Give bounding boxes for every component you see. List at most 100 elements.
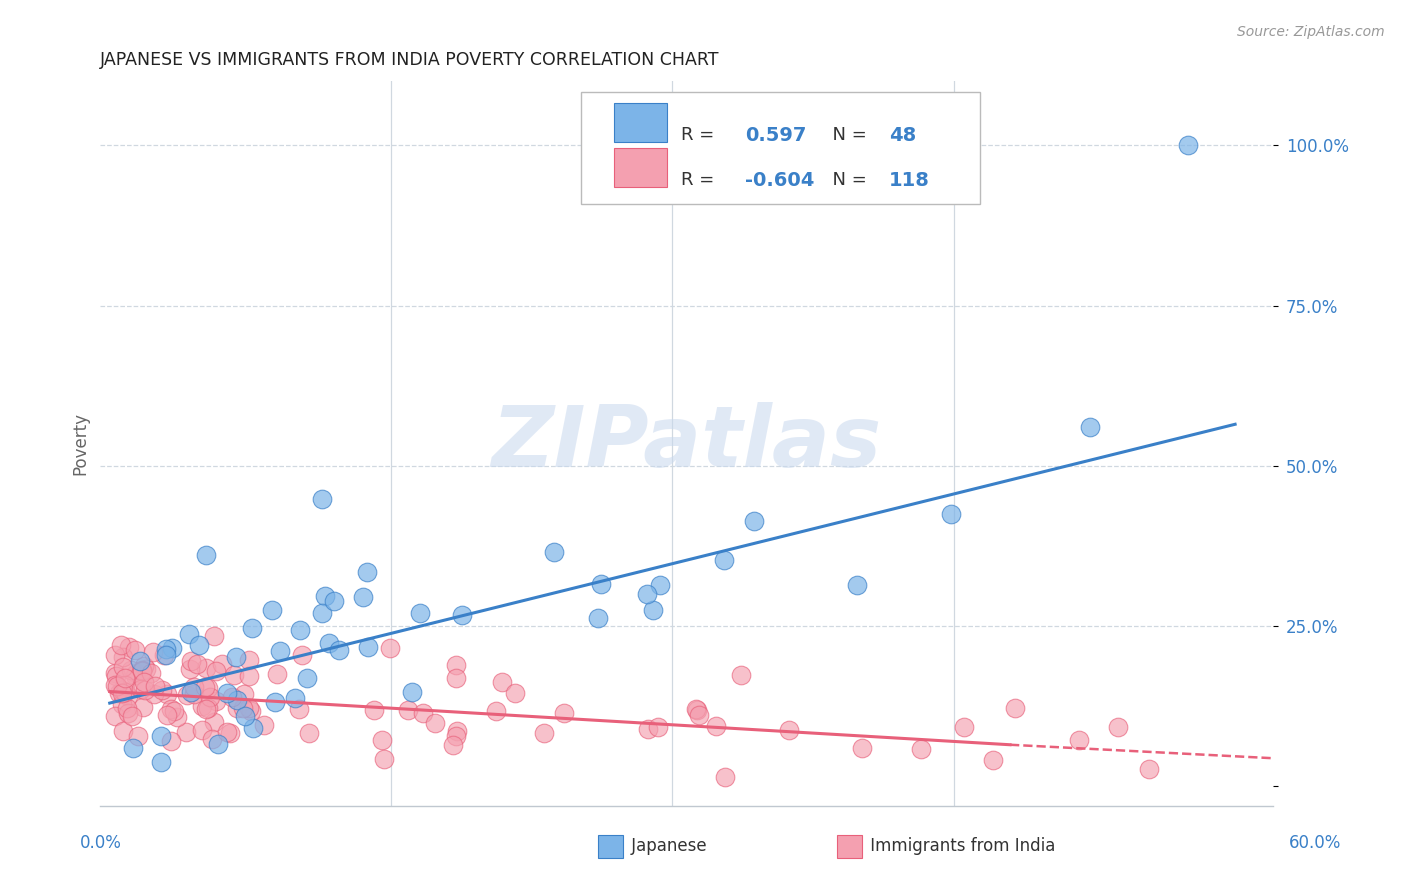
Point — [104, 678, 127, 692]
Point — [202, 715, 225, 730]
Point — [124, 668, 146, 682]
Point — [198, 690, 221, 704]
Point — [159, 702, 181, 716]
Point — [373, 752, 395, 766]
Point — [231, 700, 253, 714]
Point — [409, 606, 432, 620]
Point — [380, 640, 402, 655]
Point — [370, 733, 392, 747]
Point — [183, 688, 205, 702]
Point — [242, 721, 264, 735]
Point — [218, 725, 240, 739]
Point — [125, 666, 148, 681]
Point — [104, 708, 127, 723]
Point — [166, 710, 188, 724]
Point — [284, 690, 307, 705]
Point — [225, 692, 247, 706]
Point — [356, 566, 378, 580]
Point — [104, 648, 127, 662]
Point — [239, 704, 262, 718]
Text: ZIPatlas: ZIPatlas — [491, 402, 882, 485]
Point — [121, 741, 143, 756]
Point — [111, 686, 134, 700]
Point — [104, 665, 127, 680]
Point — [191, 723, 214, 737]
Point — [117, 706, 139, 721]
Point — [647, 720, 669, 734]
Point — [688, 708, 710, 723]
Point — [485, 704, 508, 718]
Text: 60.0%: 60.0% — [1288, 834, 1341, 852]
Point — [115, 701, 138, 715]
Point — [205, 664, 228, 678]
Point — [451, 607, 474, 622]
Point — [714, 770, 737, 784]
Point — [730, 667, 752, 681]
Point — [149, 729, 172, 743]
Point — [114, 685, 136, 699]
Point — [263, 695, 285, 709]
Point — [124, 643, 146, 657]
Point — [114, 671, 136, 685]
Point — [217, 724, 239, 739]
Point — [183, 680, 205, 694]
Text: N =: N = — [821, 171, 873, 189]
Point — [150, 683, 173, 698]
Point — [180, 685, 202, 699]
Point — [127, 729, 149, 743]
Y-axis label: Poverty: Poverty — [72, 412, 89, 475]
Text: -0.604: -0.604 — [745, 170, 814, 190]
Point — [207, 737, 229, 751]
Point — [262, 603, 284, 617]
Point — [685, 701, 707, 715]
Point — [187, 638, 209, 652]
Bar — [614, 147, 666, 187]
Point — [132, 699, 155, 714]
Point — [131, 663, 153, 677]
Point — [194, 680, 217, 694]
Point — [318, 636, 340, 650]
Point — [132, 675, 155, 690]
Point — [553, 706, 575, 720]
Point — [117, 689, 139, 703]
Point — [162, 640, 184, 655]
Point — [314, 589, 336, 603]
Point — [298, 726, 321, 740]
Text: R =: R = — [681, 126, 720, 145]
Point — [112, 649, 135, 664]
Point — [778, 723, 800, 737]
Point — [396, 703, 419, 717]
Point — [134, 683, 156, 698]
Point — [637, 722, 659, 736]
Point — [295, 671, 318, 685]
Point — [225, 649, 247, 664]
Point — [180, 654, 202, 668]
Point — [589, 577, 612, 591]
Point — [145, 679, 167, 693]
Point — [352, 590, 374, 604]
Point — [586, 610, 609, 624]
Point — [176, 688, 198, 702]
Point — [118, 640, 141, 655]
Point — [704, 719, 727, 733]
Point — [111, 660, 134, 674]
Bar — [614, 103, 666, 143]
Point — [1004, 700, 1026, 714]
Point — [446, 723, 468, 738]
Point — [288, 702, 311, 716]
Text: JAPANESE VS IMMIGRANTS FROM INDIA POVERTY CORRELATION CHART: JAPANESE VS IMMIGRANTS FROM INDIA POVERT… — [100, 51, 720, 69]
Point — [135, 662, 157, 676]
Point — [446, 671, 468, 685]
Point — [110, 638, 132, 652]
Point — [120, 664, 142, 678]
Point — [197, 701, 219, 715]
Text: Source: ZipAtlas.com: Source: ZipAtlas.com — [1237, 25, 1385, 39]
Text: Immigrants from India: Immigrants from India — [844, 837, 1054, 855]
Point — [983, 753, 1005, 767]
Text: 48: 48 — [889, 126, 917, 145]
Point — [686, 703, 709, 717]
Point — [204, 630, 226, 644]
Point — [132, 659, 155, 673]
Point — [156, 707, 179, 722]
Point — [643, 603, 665, 617]
